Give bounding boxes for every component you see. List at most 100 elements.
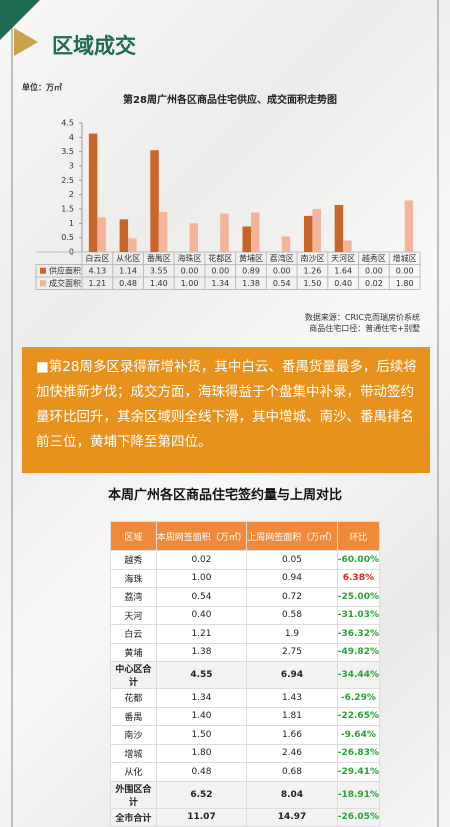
- table-cell: 海珠: [110, 568, 157, 588]
- table-cell: -26.05%: [336, 807, 381, 827]
- bar: [303, 215, 313, 252]
- y-tick-label: 3: [69, 162, 74, 171]
- table-cell: 6.52: [155, 780, 248, 809]
- table-row: 黄埔 1.38 2.75 -49.82%: [110, 642, 381, 662]
- edge-line: [11, 0, 13, 827]
- table-cell: -18.91%: [336, 780, 381, 809]
- table-cell: 天河: [110, 605, 157, 625]
- table-cell: 1.00: [155, 568, 248, 588]
- y-tick-label: 4: [69, 133, 74, 142]
- table-cell: -60.00%: [336, 550, 381, 570]
- table-cell: 从化: [110, 762, 157, 782]
- table-cell: 中心区合计: [110, 661, 157, 689]
- table-cell: 黄埔: [110, 642, 157, 662]
- table-cell: 南沙: [110, 725, 157, 745]
- table-row: 全市合计 11.07 14.97 -26.05%: [110, 807, 381, 827]
- table-cell: 增城: [110, 743, 157, 763]
- table-cell: -49.82%: [336, 642, 381, 662]
- y-tick-label: 2.5: [61, 176, 74, 185]
- x-tick-label: 黄埔区: [239, 253, 263, 263]
- data-label: 1.40: [150, 279, 168, 288]
- table-row: 花都 1.34 1.43 -6.29%: [110, 688, 381, 708]
- legend-swatch: [40, 267, 46, 274]
- data-label: 1.26: [304, 266, 322, 275]
- table-cell: -6.29%: [336, 688, 381, 708]
- y-tick-label: 2: [69, 190, 74, 199]
- data-label: 0.00: [181, 266, 199, 275]
- x-tick-label: 越秀区: [362, 253, 386, 263]
- legend-label: 成交面积: [49, 278, 81, 288]
- corner-icon: [0, 0, 40, 56]
- data-label: 0.00: [273, 266, 291, 275]
- table-row: 越秀 0.02 0.05 -60.00%: [110, 550, 381, 570]
- unit-label: 单位：万㎡: [22, 83, 62, 92]
- table-cell: 越秀: [110, 550, 157, 570]
- table-cell: 1.66: [246, 725, 338, 745]
- edge-line: [437, 0, 439, 827]
- data-label: 0.00: [211, 266, 229, 275]
- table-cell: -25.00%: [336, 587, 381, 607]
- chart-title: 第28周广州各区商品住宅供应、成交面积走势图: [123, 95, 337, 106]
- table-cell: -36.32%: [336, 624, 381, 644]
- bar: [128, 238, 137, 252]
- table-cell: 1.40: [155, 706, 248, 726]
- table-cell: 2.75: [246, 642, 338, 662]
- table-cell: 花都: [110, 688, 157, 708]
- bar: [242, 226, 251, 252]
- bar: [220, 213, 229, 252]
- data-label: 0.89: [242, 266, 260, 275]
- table-cell: 0.58: [246, 605, 338, 625]
- header-cell: 环比: [336, 521, 381, 551]
- table-cell: 全市合计: [110, 807, 157, 827]
- data-label: 1.00: [181, 279, 199, 288]
- table-cell: 0.72: [246, 587, 338, 607]
- x-tick-label: 从化区: [116, 253, 140, 263]
- data-label: 1.34: [211, 279, 229, 288]
- x-tick-label: 花都区: [208, 253, 232, 263]
- chart: 00.511.522.533.544.5白云区4.131.21从化区1.140.…: [35, 119, 421, 290]
- source-note: 数据来源：CRIC克而瑞房价系统: [304, 313, 420, 322]
- x-tick-label: 荔湾区: [270, 253, 294, 263]
- bar: [97, 217, 106, 252]
- table-cell: 0.40: [155, 605, 248, 625]
- table-cell: 6.38%: [336, 568, 381, 588]
- table-row: 从化 0.48 0.68 -29.41%: [110, 762, 381, 782]
- bar: [404, 200, 414, 252]
- table-cell: -34.44%: [336, 661, 381, 689]
- bar: [150, 150, 159, 252]
- table-cell: 0.05: [246, 550, 338, 570]
- table-cell: 6.94: [246, 661, 338, 689]
- table-cell: -26.83%: [336, 743, 381, 763]
- header-cell: 本周网签面积（万㎡）: [155, 521, 248, 551]
- table-row: 番禺 1.40 1.81 -22.65%: [110, 706, 381, 726]
- table-cell: 1.38: [155, 642, 248, 662]
- bar: [334, 204, 344, 252]
- table-cell: 番禺: [110, 706, 157, 726]
- data-label: 3.55: [150, 266, 168, 275]
- table-cell: 外围区合计: [110, 780, 157, 809]
- data-label: 1.64: [334, 266, 352, 275]
- x-tick-label: 天河区: [331, 253, 355, 263]
- table-row: 天河 0.40 0.58 -31.03%: [110, 605, 381, 625]
- x-tick-label: 白云区: [85, 253, 109, 263]
- table-cell: 0.54: [155, 587, 248, 607]
- legend-swatch: [40, 280, 46, 287]
- y-tick-label: 1: [69, 219, 74, 228]
- table-cell: 4.55: [155, 661, 248, 689]
- table-cell: 11.07: [155, 807, 248, 827]
- table-cell: -9.64%: [336, 725, 381, 745]
- data-table: 区域 本周网签面积（万㎡） 上周网签面积（万㎡） 环比 越秀 0.02 0.05 -60.00…: [110, 521, 381, 827]
- header-cell: 上周网签面积（万㎡）: [246, 521, 338, 551]
- source-note: 商品住宅口径：普通住宅+别墅: [309, 324, 420, 333]
- data-label: 1.38: [242, 279, 260, 288]
- x-tick-label: 南沙区: [300, 253, 324, 263]
- data-label: 0.54: [273, 279, 291, 288]
- data-label: 1.21: [88, 279, 106, 288]
- y-tick-label: 0.5: [61, 233, 74, 242]
- legend-label: 供应面积: [49, 265, 81, 275]
- table-cell: 1.80: [155, 743, 248, 763]
- data-label: 4.13: [88, 266, 106, 275]
- bar: [158, 211, 168, 252]
- bar: [88, 133, 98, 252]
